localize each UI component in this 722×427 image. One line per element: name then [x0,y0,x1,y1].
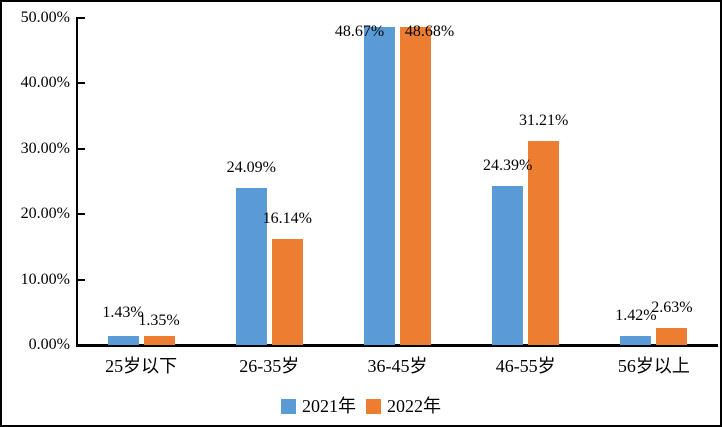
data-label-2022年-26-35岁: 16.14% [262,210,312,228]
bar-2022年-46-55岁 [528,140,560,345]
x-axis-line [76,344,718,347]
x-tick-label-25岁以下: 25岁以下 [105,356,178,376]
bar-2022年-36-45岁 [400,26,431,345]
y-axis-line [76,17,78,347]
y-tick-label: 40.00% [20,74,70,92]
x-tick-label-46-55岁: 46-55岁 [495,356,556,376]
legend: 2021年 2022年 [2,396,720,416]
y-axis-tick [78,278,85,281]
legend-item-2022年: 2022年 [366,396,441,416]
legend-swatch-icon [281,398,296,414]
y-tick-label: 20.00% [20,205,70,223]
bar-2022年-26-35岁 [271,239,303,345]
legend-item-2021年: 2021年 [281,396,356,416]
y-axis-tick [78,17,85,19]
legend-label: 2022年 [387,396,441,416]
data-label-2022年-36-45岁: 48.68% [404,23,455,40]
bar-2021年-26-35岁 [235,187,267,345]
y-tick-label: 50.00% [20,9,70,26]
y-axis-tick [78,82,85,85]
bar-2021年-25岁以下 [107,335,139,345]
legend-swatch-icon [366,398,381,414]
y-axis-tick [78,213,85,216]
bar-2021年-46-55岁 [492,185,524,345]
bar-2021年-36-45岁 [364,26,395,345]
data-label-2021年-26-35岁: 24.09% [226,158,276,176]
data-label-2022年-46-55岁: 31.21% [519,111,569,129]
data-label-2021年-46-55岁: 24.39% [483,156,533,174]
y-axis-tick [78,147,85,150]
y-axis-tick [78,344,85,346]
data-label-2021年-25岁以下: 1.43% [102,303,144,321]
x-tick-label-26-35岁: 26-35岁 [239,356,300,376]
data-label-2022年-25岁以下: 1.35% [138,312,180,330]
legend-label: 2021年 [302,396,356,416]
y-tick-label: 10.00% [20,270,70,288]
bar-2022年-25岁以下 [143,336,175,345]
data-label-2021年-56岁以上: 1.42% [615,306,657,324]
y-tick-label: 0.00% [28,336,70,353]
bar-2022年-56岁以上 [656,327,688,345]
x-tick-label-36-45岁: 36-45岁 [367,356,428,376]
data-label-2021年-36-45岁: 48.67% [334,23,385,40]
y-tick-label: 30.00% [20,139,70,157]
data-label-2022年-56岁以上: 2.63% [651,298,693,316]
bar-2021年-56岁以上 [620,335,652,345]
x-tick-label-56岁以上: 56岁以上 [617,356,690,376]
